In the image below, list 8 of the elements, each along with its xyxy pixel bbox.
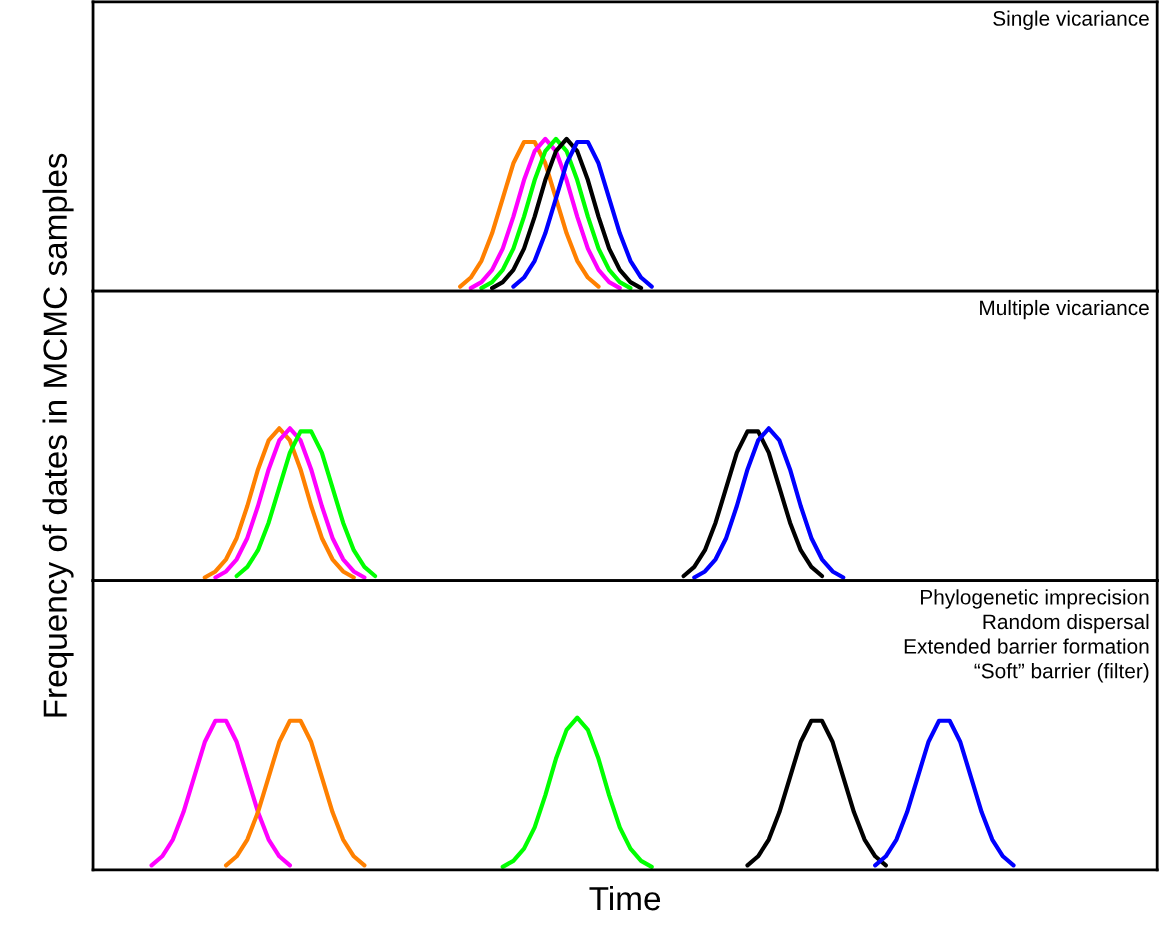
y-axis-title: Frequency of dates in MCMC samples <box>42 153 74 717</box>
x-axis-title: Time <box>589 885 661 911</box>
text: Random dispersal <box>983 613 1149 634</box>
text: “Soft” barrier (filter) <box>974 663 1149 683</box>
text: Phylogenetic imprecision <box>921 589 1149 609</box>
text: Extended barrier formation <box>904 638 1149 654</box>
text: Multiple vicariance <box>980 299 1149 320</box>
text: Single vicariance <box>993 10 1149 30</box>
